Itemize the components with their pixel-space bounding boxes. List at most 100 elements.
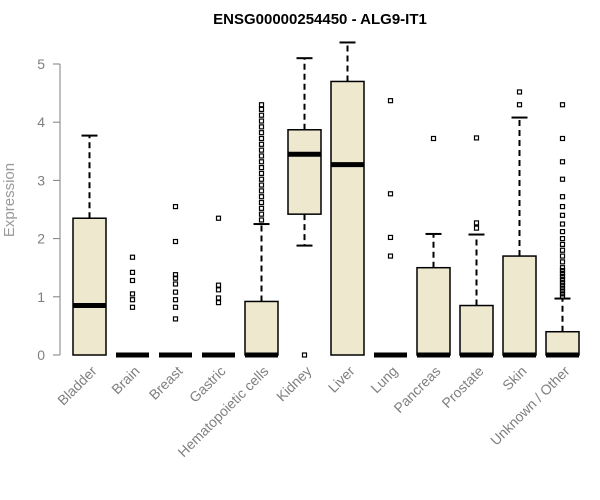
- outlier-point: [129, 277, 136, 284]
- y-tick-label: 2: [37, 231, 45, 247]
- box-prostate: [459, 135, 494, 358]
- outlier-point: [258, 164, 265, 171]
- outlier-point: [559, 259, 566, 265]
- y-tick-label: 4: [37, 114, 45, 130]
- outlier-point: [387, 191, 394, 197]
- x-tick-label: Breast: [146, 363, 186, 403]
- outlier-point: [172, 272, 179, 278]
- y-axis-label: Expression: [1, 163, 18, 237]
- outlier-point: [387, 98, 394, 104]
- outlier-point: [258, 205, 265, 211]
- outlier-point: [258, 176, 265, 182]
- outlier-point: [559, 265, 566, 271]
- outlier-point: [129, 254, 136, 260]
- y-tick-label: 1: [37, 289, 45, 305]
- outlier-point: [559, 102, 566, 108]
- x-tick-label: Bladder: [54, 363, 100, 409]
- outlier-point: [559, 285, 566, 291]
- outlier-point: [258, 118, 265, 124]
- outlier-point: [559, 276, 566, 282]
- x-tick-label: Liver: [325, 363, 358, 396]
- box-hematopoietic-cells: [244, 102, 279, 358]
- x-tick-label: Lung: [367, 363, 400, 396]
- box-bladder: [72, 134, 107, 356]
- outlier-point: [559, 203, 566, 210]
- box-breast: [159, 203, 192, 358]
- outlier-point: [559, 241, 566, 248]
- box-unknown-other: [545, 102, 580, 358]
- box-body: [416, 266, 451, 356]
- outlier-point: [258, 199, 265, 206]
- outlier-point: [215, 300, 222, 306]
- outlier-point: [172, 238, 179, 245]
- outlier-point: [516, 89, 523, 95]
- box-brain: [116, 254, 149, 358]
- outlier-point: [559, 236, 566, 242]
- x-tick-label: Pancreas: [390, 363, 443, 416]
- outlier-point: [215, 215, 222, 221]
- outlier-point: [559, 282, 566, 288]
- outlier-point: [172, 304, 179, 310]
- box-body: [502, 255, 537, 356]
- outlier-point: [258, 153, 265, 159]
- boxes-group: [72, 41, 580, 358]
- outlier-point: [559, 176, 566, 182]
- outlier-point: [473, 135, 480, 141]
- outlier-point: [258, 188, 265, 194]
- box-body: [72, 217, 107, 356]
- outlier-point: [559, 194, 566, 200]
- outlier-point: [559, 273, 566, 280]
- chart-title: ENSG00000254450 - ALG9-IT1: [213, 11, 427, 28]
- outlier-point: [559, 291, 566, 297]
- outlier-point: [258, 211, 265, 217]
- outlier-point: [559, 288, 566, 294]
- outlier-point: [559, 212, 566, 218]
- outlier-point: [258, 124, 265, 130]
- outlier-point: [258, 102, 265, 108]
- outlier-point: [172, 289, 179, 295]
- outlier-point: [387, 253, 394, 259]
- outlier-point: [559, 247, 566, 253]
- outlier-point: [387, 234, 394, 241]
- outlier-point: [258, 141, 265, 147]
- x-tick-label: Gastric: [186, 363, 229, 406]
- outlier-point: [559, 268, 566, 274]
- outlier-point: [301, 352, 308, 358]
- outlier-point: [258, 106, 265, 112]
- outlier-point: [129, 297, 136, 303]
- box-body: [545, 330, 580, 356]
- outlier-point: [215, 295, 222, 301]
- box-gastric: [202, 215, 235, 358]
- outlier-point: [129, 269, 136, 275]
- outlier-point: [172, 281, 179, 287]
- x-tick-label: Brain: [108, 363, 142, 397]
- outlier-point: [559, 294, 566, 300]
- outlier-point: [559, 270, 566, 277]
- outlier-point: [473, 220, 480, 226]
- outlier-point: [129, 304, 136, 310]
- y-tick-label: 5: [37, 56, 45, 72]
- outlier-point: [172, 316, 179, 322]
- x-tick-label: Skin: [499, 363, 530, 394]
- outlier-point: [473, 225, 480, 231]
- outlier-point: [559, 229, 566, 235]
- box-body: [459, 304, 494, 356]
- x-tick-label: Prostate: [438, 363, 486, 411]
- outlier-point: [559, 221, 566, 227]
- outlier-point: [258, 182, 265, 188]
- outlier-point: [559, 253, 566, 259]
- outlier-point: [258, 194, 265, 200]
- outlier-point: [258, 159, 265, 165]
- outlier-point: [258, 130, 265, 136]
- outlier-point: [172, 203, 179, 210]
- outlier-point: [258, 112, 265, 118]
- box-body: [244, 300, 279, 356]
- box-skin: [502, 89, 537, 358]
- box-liver: [330, 41, 365, 356]
- y-tick-label: 3: [37, 172, 45, 188]
- y-axis-ticks: 0 1 2 3 4 5: [37, 56, 60, 363]
- box-lung: [374, 98, 407, 358]
- y-tick-label: 0: [37, 347, 45, 363]
